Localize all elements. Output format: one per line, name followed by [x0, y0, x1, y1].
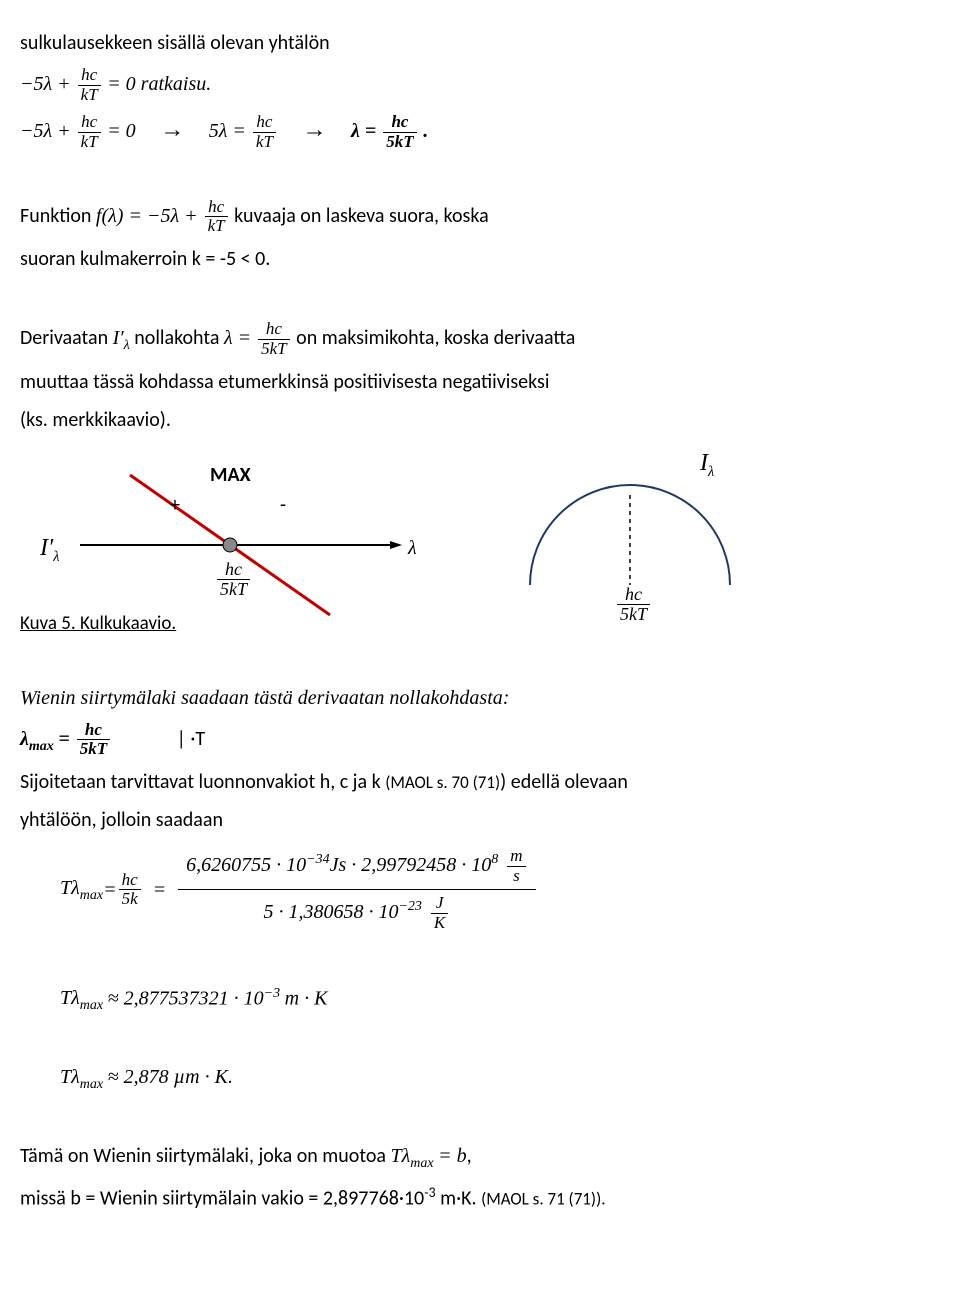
sign-diagram: I′λ MAX + - λ hc5kT Kuva 5. Kulkukaavio.… [20, 445, 940, 635]
text: kuvaaja on laskeva suora, koska [234, 204, 489, 228]
para-12: missä b = Wienin siirtymälain vakio = 2,… [20, 1182, 940, 1214]
figure-caption: Kuva 5. Kulkukaavio. [20, 610, 176, 639]
para-4: suoran kulmakerroin k = -5 < 0. [20, 244, 940, 274]
para-6: muuttaa tässä kohdassa etumerkkinsä posi… [20, 367, 940, 397]
para-11: Tämä on Wienin siirtymälaki, joka on muo… [20, 1141, 940, 1174]
equation-1: −5λ + hckT = 0 ratkaisu. [20, 66, 940, 104]
para-9: Sijoitetaan tarvittavat luonnonvakiot h,… [20, 767, 940, 797]
para-5: Derivaatan I′λ nollakohta λ = hc5kT on m… [20, 320, 940, 358]
para-8: Wienin siirtymälaki saadaan tästä deriva… [20, 683, 940, 713]
text: Funktion [20, 204, 96, 228]
plus-label: + [170, 490, 180, 520]
para-7: (ks. merkkikaavio). [20, 405, 940, 435]
lambda-axis-label: λ [408, 533, 417, 563]
max-label: MAX [210, 460, 251, 490]
para-1: sulkulausekkeen sisällä olevan yhtälön [20, 28, 940, 58]
para-10: yhtälöön, jolloin saadaan [20, 805, 940, 835]
equation-3: λmax = hc5kT | ·T [20, 721, 940, 759]
minus-label: - [280, 490, 286, 520]
math: f(λ) = −5λ + [96, 205, 203, 227]
equation-4: Tλmax = hc5k = 6,6260755 · 10−34Js · 2,9… [60, 843, 940, 937]
i-prime-label: I′λ [40, 530, 59, 568]
para-3: Funktion f(λ) = −5λ + hckT kuvaaja on la… [20, 198, 940, 236]
equation-2: −5λ + hckT = 0 → 5λ = hckT → λ = hc5kT . [20, 112, 940, 151]
equation-5: Tλmax ≈ 2,877537321 · 10−3 m · K [60, 983, 940, 1017]
equation-6: Tλmax ≈ 2,878 µm · K. [60, 1062, 940, 1095]
i-label: Iλ [700, 445, 714, 483]
